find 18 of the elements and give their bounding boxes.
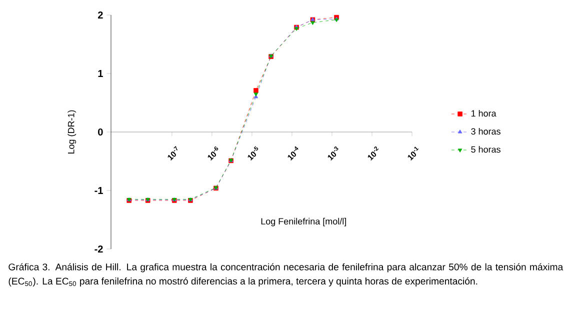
y-tick-label: -1 bbox=[94, 187, 103, 194]
x-tick-label: 10$^{-6}$ bbox=[208, 146, 218, 161]
legend-label: 1 hora bbox=[471, 110, 496, 117]
y-tick-label: 2 bbox=[98, 12, 103, 18]
x-tick-label: 10$^{-3}$ bbox=[328, 146, 338, 161]
y-tick-label: -2 bbox=[94, 246, 103, 252]
legend-label: 3 horas bbox=[471, 128, 500, 135]
x-tick-label: 10$^{-5}$ bbox=[248, 146, 258, 160]
legend-label: 5 horas bbox=[471, 146, 500, 153]
x-tick-label: 10$^{-1}$ bbox=[408, 146, 419, 160]
x-tick-label: 10$^{-7}$ bbox=[168, 146, 178, 160]
y-tick-label: 0 bbox=[98, 128, 103, 136]
x-axis-title: Log Fenilefrina [mol/l] bbox=[261, 218, 346, 226]
x-tick-label: 10$^{-2}$ bbox=[368, 146, 379, 161]
y-tick-label: 1 bbox=[98, 70, 103, 77]
y-axis-title: Log (DR-1) bbox=[68, 110, 76, 154]
text: Gráfica 3. Análisis de Hill. La grafica muestra la concentración necesaria de fenilefrina para alcanzar 50% de la tensión máxima (EC$_{50}$). La EC$_{50}$ para fenilefrina no mostró diferencias a la primera, tercera y quinta horas de experimentación. bbox=[8, 263, 564, 286]
x-tick-label: 10$^{-4}$ bbox=[288, 146, 298, 160]
